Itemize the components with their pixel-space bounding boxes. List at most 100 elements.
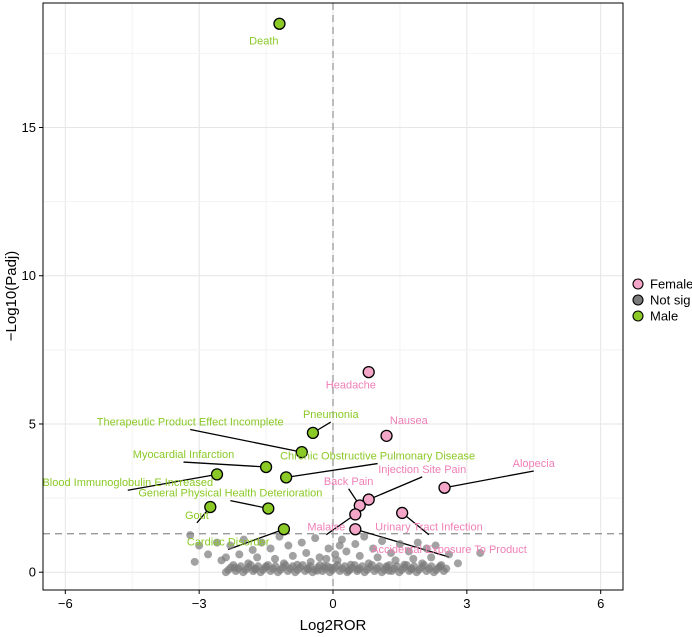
male-leader-line <box>190 428 302 453</box>
y-tick-label: 0 <box>29 565 36 580</box>
female-point <box>380 429 393 442</box>
notsig-point <box>442 564 451 573</box>
notsig-point <box>355 551 364 560</box>
notsig-point <box>409 554 418 563</box>
x-tick-label: 6 <box>597 596 604 611</box>
male-point-label: Myocardial Infarction <box>133 449 235 461</box>
notsig-point <box>195 541 204 550</box>
male-point-label: Gout <box>185 510 209 522</box>
male-point-label: Pneumonia <box>303 409 360 421</box>
male-point-label: Death <box>249 36 278 48</box>
notsig-points <box>186 531 485 577</box>
notsig-point <box>369 544 378 553</box>
notsig-point <box>266 544 275 553</box>
notsig-point <box>239 535 248 544</box>
female-point-label: Back Pain <box>324 476 374 488</box>
x-tick-label: 0 <box>329 596 336 611</box>
threshold-lines <box>43 3 623 590</box>
notsig-point <box>253 553 262 562</box>
notsig-point <box>284 541 293 550</box>
y-tick-label: 15 <box>22 120 36 135</box>
notsig-point <box>324 544 333 553</box>
x-tick-label: −3 <box>192 596 207 611</box>
male-point <box>277 523 291 536</box>
female-point <box>396 506 409 520</box>
female-point-label: Injection Site Pain <box>378 464 466 476</box>
notsig-point <box>315 553 324 562</box>
male-point <box>280 471 293 484</box>
male-point <box>262 502 275 515</box>
female-leader-line <box>368 476 423 501</box>
notsig-point <box>351 540 360 549</box>
notsig-point <box>342 547 351 556</box>
y-axis-ticks: 0 5 10 15 <box>22 120 43 580</box>
notsig-point <box>213 538 221 547</box>
x-axis-title: Log2ROR <box>300 617 367 634</box>
y-axis-title: −Log10(Padj) <box>3 251 20 341</box>
legend-label: Female <box>650 277 692 292</box>
notsig-point <box>360 532 369 541</box>
point-labels: Headache Nausea Alopecia Injection Site Pai… <box>42 36 555 556</box>
notsig-point <box>422 544 431 553</box>
notsig-point <box>378 537 387 546</box>
notsig-point <box>395 540 404 549</box>
notsig-point <box>322 554 331 563</box>
notsig-point <box>297 538 306 547</box>
female-point-label: Nausea <box>390 415 429 427</box>
female-point-label: Urinary Tract Infection <box>375 522 483 534</box>
female-point <box>349 523 362 536</box>
notsig-point <box>445 550 453 559</box>
notsig-point <box>288 551 297 560</box>
notsig-point <box>248 545 257 554</box>
notsig-point <box>427 553 436 562</box>
male-leader-line <box>230 499 269 510</box>
female-point-label: Headache <box>326 379 376 391</box>
x-axis-ticks: −6 −3 0 3 6 <box>58 590 604 611</box>
notsig-point <box>331 550 340 559</box>
legend-marker <box>632 310 644 322</box>
male-point <box>210 468 224 481</box>
male-point-label: General Physical Health Deterioration <box>138 488 322 500</box>
notsig-point <box>413 538 422 547</box>
female-point-label: Malaise <box>307 522 345 534</box>
y-tick-label: 10 <box>22 268 36 283</box>
notsig-point <box>186 531 195 540</box>
male-point-label: Cardiac Disorder <box>187 537 270 549</box>
notsig-point <box>204 550 213 559</box>
legend-label: Not sig <box>650 293 690 308</box>
male-point-label: Blood Immunoglobulin E Increased <box>42 477 213 489</box>
x-tick-label: 3 <box>463 596 470 611</box>
male-leader-line <box>183 461 267 468</box>
notsig-point <box>373 553 382 562</box>
male-point-label: Therapeutic Product Effect Incomplete <box>97 416 284 428</box>
notsig-point <box>190 557 199 566</box>
y-tick-label: 5 <box>29 416 36 431</box>
notsig-point <box>226 541 235 550</box>
legend-label: Male <box>650 309 678 324</box>
male-leader-line <box>286 462 378 478</box>
x-tick-label: −6 <box>58 596 73 611</box>
female-point <box>438 481 451 494</box>
female-leader-line <box>444 470 534 489</box>
notsig-point <box>311 534 320 543</box>
female-point <box>362 365 375 379</box>
male-point <box>259 460 273 474</box>
notsig-point <box>387 548 395 557</box>
notsig-point <box>271 554 279 563</box>
male-point <box>306 426 320 440</box>
male-point-label: Chronic Obstructive Pulmonary Disease <box>280 451 475 463</box>
notsig-point <box>257 538 266 547</box>
male-leader-line <box>127 473 218 491</box>
notsig-point <box>476 548 485 557</box>
male-point <box>295 445 308 459</box>
male-point <box>204 500 217 514</box>
female-point <box>349 508 362 521</box>
notsig-point <box>431 541 440 550</box>
notsig-point <box>221 553 230 562</box>
notsig-point <box>302 548 311 557</box>
male-point <box>273 17 286 30</box>
notsig-point <box>453 559 462 568</box>
female-point <box>362 493 375 506</box>
